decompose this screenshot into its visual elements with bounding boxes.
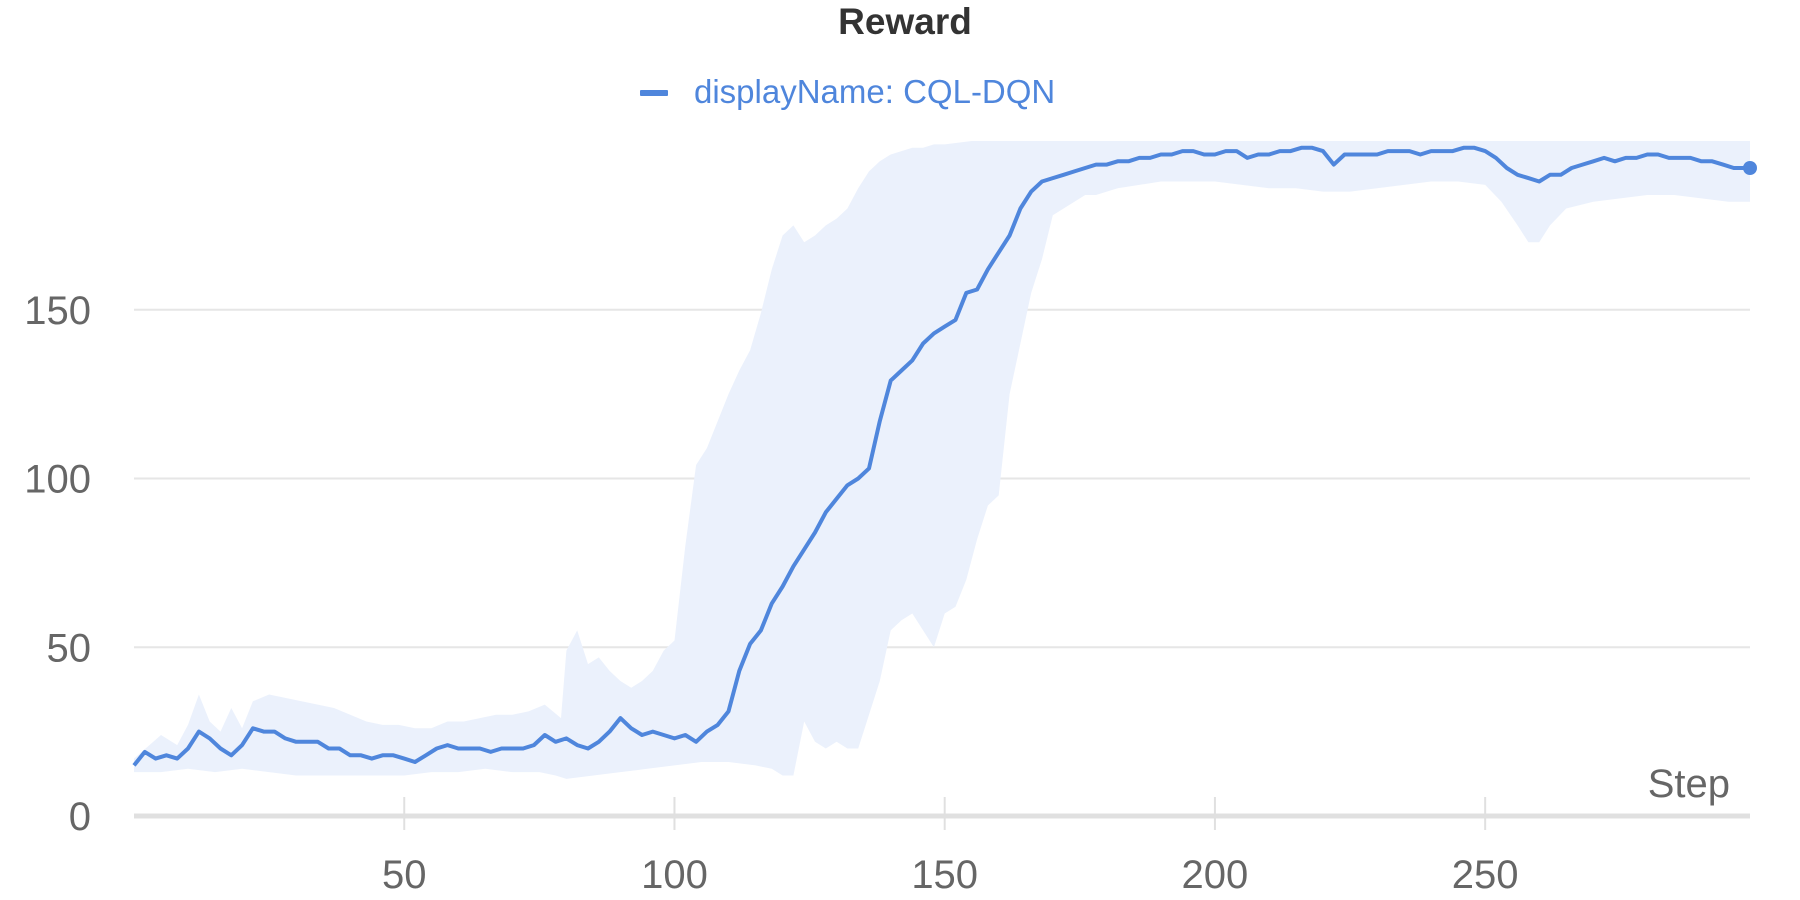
- y-tick-label: 100: [24, 458, 91, 502]
- y-axis-ticks: 0 50 100 150: [24, 289, 91, 839]
- y-tick-label: 50: [47, 626, 92, 670]
- x-tick-label: 200: [1182, 853, 1249, 897]
- x-tick-label: 100: [641, 853, 708, 897]
- series-line: [132, 145, 1750, 767]
- legend-swatch: [640, 90, 668, 96]
- y-tick-label: 0: [69, 795, 91, 839]
- legend[interactable]: displayName: CQL-DQN: [640, 73, 1055, 110]
- x-tick-label: 150: [911, 853, 978, 897]
- x-axis-ticks: 50 100 150 200 250: [382, 797, 1519, 897]
- chart-title: Reward: [838, 1, 972, 42]
- series-confidence-band: [134, 141, 1750, 779]
- legend-label: displayName: CQL-DQN: [694, 73, 1055, 110]
- x-tick-label: 250: [1452, 853, 1519, 897]
- x-tick-label: 50: [382, 853, 427, 897]
- x-axis-label: Step: [1648, 762, 1730, 806]
- y-tick-label: 150: [24, 289, 91, 333]
- series-last-point[interactable]: [1743, 161, 1757, 175]
